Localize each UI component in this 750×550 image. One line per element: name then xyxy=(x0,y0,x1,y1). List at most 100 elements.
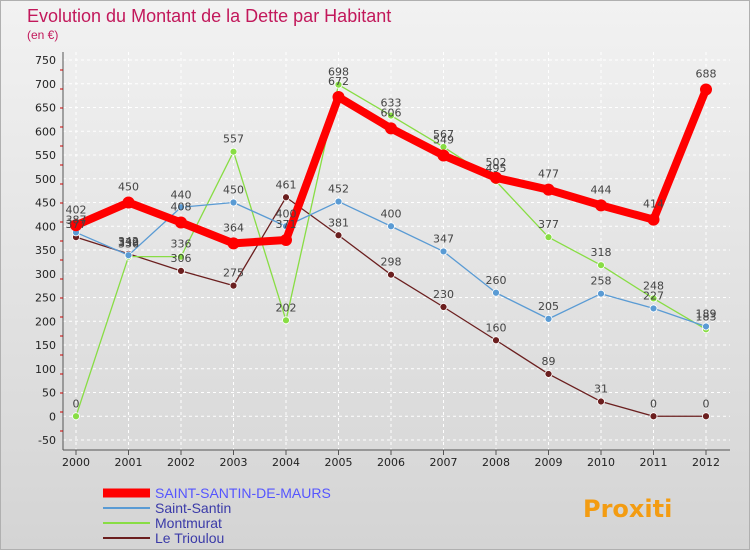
data-point xyxy=(334,197,343,206)
y-tick-label: 200 xyxy=(35,315,56,328)
data-point xyxy=(122,196,135,209)
data-point xyxy=(439,303,448,311)
data-label: 672 xyxy=(328,75,349,88)
data-point xyxy=(492,336,500,345)
data-label: 205 xyxy=(538,300,559,313)
data-point xyxy=(175,216,187,229)
data-point xyxy=(597,289,605,298)
data-point xyxy=(649,304,658,313)
data-label: 444 xyxy=(591,183,612,196)
y-tick-label: 450 xyxy=(35,197,56,210)
data-label: 387 xyxy=(66,213,87,226)
data-label: 227 xyxy=(643,289,664,302)
y-tick-label: -50 xyxy=(38,434,56,447)
data-label: 400 xyxy=(276,207,297,220)
proxiti-logo: Proxiti xyxy=(583,495,672,523)
y-tick-label: 0 xyxy=(49,410,56,423)
data-point xyxy=(280,234,292,247)
data-label: 339 xyxy=(118,236,139,249)
chart-title: Evolution du Montant de la Dette par Hab… xyxy=(27,6,391,26)
data-point xyxy=(229,281,238,290)
data-label: 230 xyxy=(433,288,454,301)
data-label: 450 xyxy=(118,181,139,194)
data-point xyxy=(334,231,343,240)
data-point xyxy=(700,83,712,96)
y-tick-label: 550 xyxy=(35,149,56,162)
data-label: 402 xyxy=(66,203,87,216)
y-tick-label: 750 xyxy=(35,54,56,67)
data-label: 298 xyxy=(381,256,402,269)
data-point xyxy=(332,91,345,104)
data-label: 452 xyxy=(328,183,349,196)
data-point xyxy=(542,183,555,196)
data-label: 549 xyxy=(433,133,454,146)
data-label: 408 xyxy=(171,200,192,213)
data-label: 275 xyxy=(223,267,244,280)
data-point xyxy=(647,213,660,226)
y-tick-label: 250 xyxy=(35,292,56,305)
data-point xyxy=(649,412,658,421)
y-tick-label: 650 xyxy=(35,102,56,115)
data-label: 31 xyxy=(594,383,608,396)
data-label: 450 xyxy=(223,184,244,197)
data-point xyxy=(229,198,238,207)
x-tick-label: 2010 xyxy=(587,456,615,469)
x-tick-label: 2006 xyxy=(377,456,405,469)
data-point xyxy=(439,247,448,256)
x-tick-label: 2000 xyxy=(62,456,90,469)
data-point xyxy=(544,314,553,323)
data-label: 347 xyxy=(433,232,454,245)
data-label: 688 xyxy=(696,67,717,80)
data-label: 258 xyxy=(591,275,612,288)
data-point xyxy=(490,171,502,184)
data-label: 633 xyxy=(381,97,402,110)
data-label: 306 xyxy=(171,252,192,265)
data-point xyxy=(597,261,605,270)
data-label: 377 xyxy=(538,218,559,231)
data-point xyxy=(387,270,395,279)
data-labels: 402 450 408 364 371 672 606 549 502 477 444 414 688 3… xyxy=(66,66,717,411)
y-tick-label: 600 xyxy=(35,125,56,138)
y-tick-label: 150 xyxy=(35,339,56,352)
y-tick-label: 500 xyxy=(35,173,56,186)
data-label: 318 xyxy=(591,246,612,259)
data-label: 260 xyxy=(486,274,507,287)
data-label: 698 xyxy=(328,66,349,79)
legend-label: Le Trioulou xyxy=(155,530,224,546)
data-label: 606 xyxy=(381,106,402,119)
x-tick-label: 2012 xyxy=(692,456,720,469)
data-point xyxy=(702,412,710,421)
data-label: 0 xyxy=(650,397,657,410)
x-tick-label: 2001 xyxy=(115,456,143,469)
data-label: 377 xyxy=(66,218,87,231)
data-point xyxy=(595,199,607,212)
data-label: 502 xyxy=(486,156,507,169)
axes: -50 0 50 100 150 200 250 300 350 400 450 500 550 600 6… xyxy=(35,52,730,469)
y-tick-label: 700 xyxy=(35,78,56,91)
y-tick-label: 100 xyxy=(35,363,56,376)
y-tick-label: 400 xyxy=(35,220,56,233)
data-point xyxy=(177,203,185,212)
x-tick-label: 2004 xyxy=(272,456,300,469)
data-label: 248 xyxy=(643,279,664,292)
x-tick-label: 2005 xyxy=(325,456,353,469)
x-tick-label: 2009 xyxy=(535,456,563,469)
data-label: 160 xyxy=(486,321,507,334)
data-point xyxy=(72,412,80,421)
data-label: 371 xyxy=(276,218,297,231)
data-point xyxy=(177,266,185,275)
data-point xyxy=(385,122,397,135)
data-point xyxy=(702,322,710,331)
data-label: 342 xyxy=(118,235,139,248)
data-label: 440 xyxy=(171,188,192,201)
data-label: 189 xyxy=(696,307,717,320)
grid xyxy=(63,52,730,450)
data-point xyxy=(544,233,553,242)
data-point xyxy=(229,147,238,156)
data-label: 381 xyxy=(328,216,349,229)
data-point xyxy=(334,80,343,89)
x-tick-label: 2003 xyxy=(220,456,248,469)
data-point xyxy=(177,252,185,261)
